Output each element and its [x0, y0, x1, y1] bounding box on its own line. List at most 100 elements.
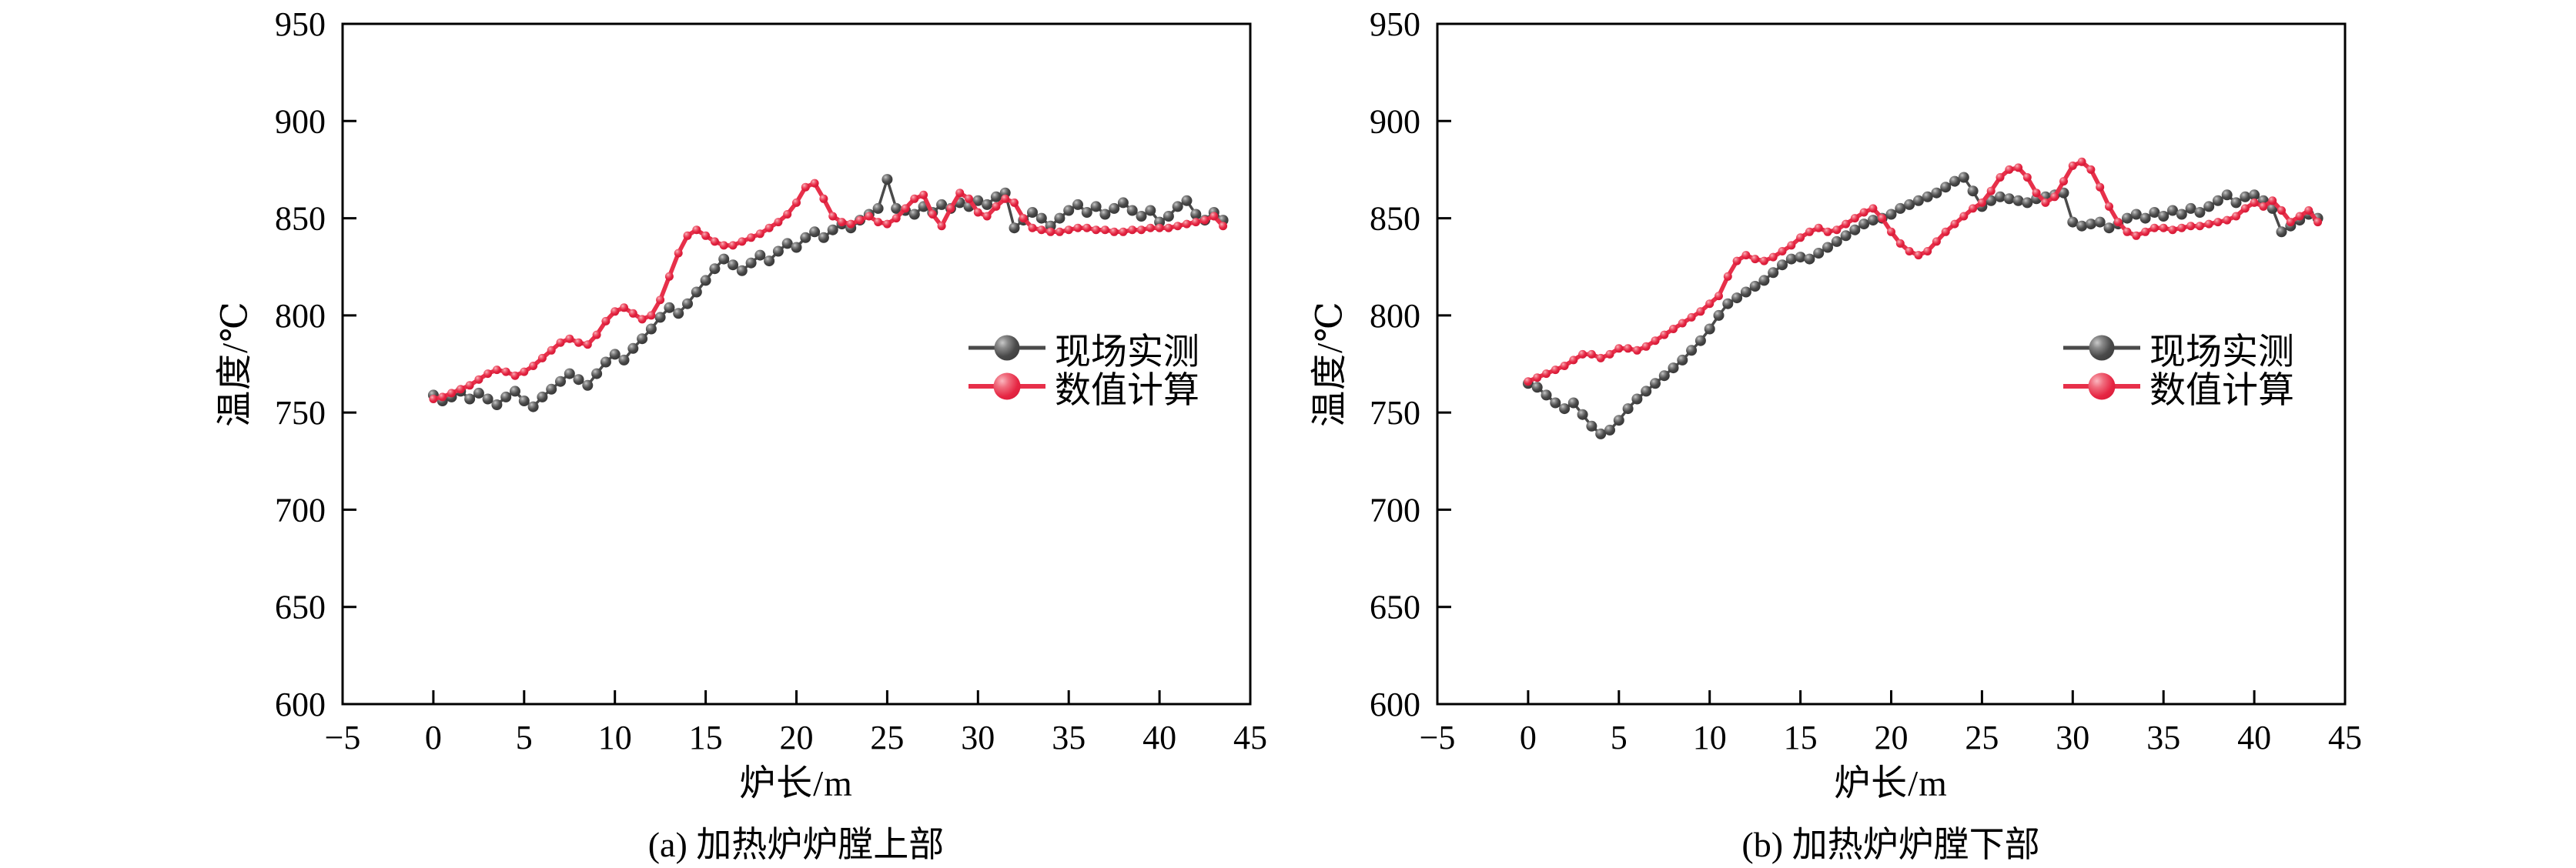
- legend-panel-b: 现场实测 数值计算: [2063, 329, 2294, 411]
- x-tick-label: 25: [1965, 719, 1999, 756]
- data-point-marker: [645, 323, 657, 335]
- data-point-marker: [972, 195, 984, 206]
- data-point-marker: [2005, 165, 2014, 174]
- data-point-marker: [1958, 172, 1969, 183]
- data-point-marker: [637, 315, 647, 324]
- data-point-marker: [819, 194, 828, 203]
- data-point-marker: [1109, 227, 1119, 236]
- data-point-marker: [601, 316, 611, 326]
- data-point-marker: [1795, 252, 1806, 263]
- y-tick-label: 800: [275, 297, 326, 335]
- data-point-marker: [1694, 335, 1706, 346]
- data-point-marker: [664, 302, 675, 313]
- data-point-marker: [1073, 223, 1082, 232]
- data-point-marker: [1840, 230, 1852, 242]
- data-point-marker: [1787, 241, 1796, 250]
- data-point-marker: [710, 237, 719, 246]
- data-point-marker: [1932, 237, 1941, 246]
- data-point-marker: [1867, 215, 1878, 226]
- data-point-marker: [1941, 227, 1950, 236]
- data-point-marker: [1019, 214, 1028, 223]
- data-point-marker: [1559, 403, 1571, 415]
- data-point-marker: [701, 231, 711, 240]
- data-point-marker: [1046, 227, 1055, 236]
- data-point-marker: [2221, 189, 2233, 201]
- data-point-marker: [809, 226, 821, 238]
- data-point-marker: [2130, 209, 2142, 220]
- data-point-marker: [683, 231, 692, 240]
- data-point-marker: [2076, 220, 2088, 232]
- x-tick-label: 35: [2146, 719, 2180, 756]
- data-point-marker: [1054, 212, 1066, 224]
- data-point-marker: [728, 259, 738, 271]
- data-point-marker: [2122, 212, 2133, 224]
- data-point-marker: [1905, 247, 1914, 255]
- data-point-marker: [1977, 198, 1986, 207]
- x-tick-label: 30: [2056, 719, 2089, 756]
- data-point-marker: [2041, 198, 2050, 207]
- panel-b: −5 0 5 10 15 20 25 30 35 40 45 600 650 700 750 800 850 90…: [1370, 5, 2362, 756]
- data-point-marker: [882, 219, 892, 229]
- data-point-marker: [2167, 205, 2178, 216]
- data-point-marker: [2058, 187, 2069, 199]
- data-point-marker: [565, 334, 574, 343]
- data-point-marker: [591, 368, 603, 379]
- data-point-marker: [1967, 185, 1979, 197]
- data-point-marker: [1181, 195, 1193, 206]
- data-point-marker: [492, 366, 501, 375]
- data-point-marker: [2123, 227, 2132, 236]
- data-point-marker: [2096, 182, 2105, 192]
- data-point-marker: [754, 249, 766, 261]
- x-tick-label: 10: [1693, 719, 1727, 756]
- data-point-marker: [1660, 330, 1669, 339]
- x-tick-label: 5: [516, 719, 533, 756]
- data-point-marker: [573, 374, 584, 386]
- x-axis-title-panel-a: 炉长/m: [739, 763, 853, 804]
- data-point-marker: [1850, 214, 1859, 223]
- data-point-marker: [609, 349, 621, 360]
- data-point-marker: [719, 241, 728, 250]
- data-point-marker: [700, 275, 711, 286]
- data-point-marker: [1713, 309, 1725, 321]
- data-point-marker: [2277, 206, 2286, 215]
- data-point-marker: [982, 199, 993, 210]
- data-point-marker: [620, 303, 628, 312]
- data-point-marker: [529, 362, 538, 370]
- data-point-marker: [747, 233, 756, 242]
- series-markers-computed: [429, 179, 1228, 403]
- data-point-marker: [2195, 222, 2204, 231]
- data-point-marker: [1569, 356, 1578, 365]
- data-point-marker: [1996, 173, 2005, 182]
- data-point-marker: [482, 393, 493, 405]
- data-point-marker: [2223, 215, 2232, 225]
- data-point-marker: [838, 218, 846, 227]
- data-point-marker: [1082, 223, 1092, 232]
- y-tick-label: 750: [275, 394, 326, 432]
- data-point-marker: [1190, 209, 1202, 220]
- data-point-marker: [764, 255, 775, 267]
- data-point-marker: [483, 369, 493, 379]
- legend-key-computed: [969, 371, 1045, 402]
- data-point-marker: [846, 219, 855, 229]
- data-point-marker: [1155, 223, 1164, 232]
- data-point-marker: [546, 383, 557, 395]
- data-point-marker: [865, 212, 874, 221]
- y-tick-label: 850: [1370, 200, 1420, 238]
- data-point-marker: [1099, 209, 1111, 220]
- data-point-marker: [818, 232, 829, 243]
- data-point-marker: [2003, 193, 2015, 205]
- data-point-marker: [800, 232, 811, 243]
- x-tick-label: −5: [325, 719, 361, 756]
- data-point-marker: [1949, 175, 1960, 187]
- data-point-marker: [1595, 428, 1607, 439]
- data-point-marker: [1577, 409, 1588, 420]
- data-point-marker: [2259, 202, 2268, 211]
- data-point-marker: [501, 367, 510, 376]
- data-point-marker: [2139, 212, 2151, 224]
- data-point-marker: [429, 395, 438, 403]
- data-point-marker: [592, 330, 601, 339]
- data-point-marker: [2067, 216, 2079, 228]
- y-axis-title-panel-b: 温度/℃: [1310, 301, 1350, 427]
- data-point-marker: [1524, 377, 1533, 386]
- data-point-marker: [1986, 186, 1996, 195]
